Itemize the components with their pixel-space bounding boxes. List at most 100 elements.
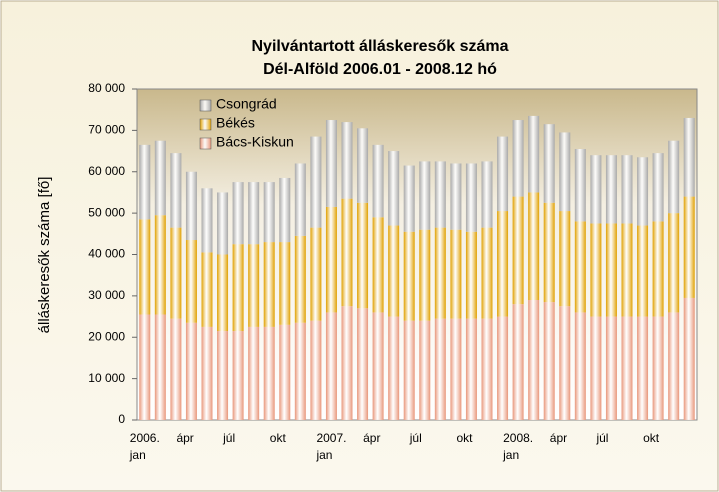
bar-segment (450, 229, 462, 319)
legend-label: Békés (216, 115, 255, 131)
bar-segment (683, 117, 695, 197)
y-tick-label: 60 000 (88, 164, 125, 178)
legend-label: Bács-Kiskun (216, 134, 294, 150)
bar-segment (512, 120, 524, 197)
x-tick-label: júl (223, 431, 236, 445)
bar-segment (201, 252, 213, 327)
bar-segment (232, 182, 244, 245)
bar-segment (668, 140, 680, 214)
chart-subtitle: Dél-Alföld 2006.01 - 2008.12 hó (263, 61, 497, 78)
bar-segment (170, 227, 182, 319)
bar-segment (574, 312, 586, 420)
bar-segment (434, 161, 446, 228)
plot-area (136, 88, 698, 421)
bar-segment (154, 140, 166, 216)
bar-segment (341, 122, 353, 199)
bar-segment (139, 144, 151, 220)
y-tick-label: 70 000 (88, 123, 125, 137)
x-tick-label: ápr (176, 431, 194, 445)
bar-segment (559, 132, 571, 212)
bar-segment (279, 242, 291, 325)
x-tick-label: júl (596, 431, 609, 445)
bar-segment (528, 192, 540, 301)
x-tick-label: okt (456, 431, 473, 445)
bar-segment (263, 326, 275, 420)
y-tick-label: 50 000 (88, 205, 125, 219)
bar-segment (621, 223, 633, 317)
bar-segment (590, 316, 602, 420)
bar-segment (450, 318, 462, 420)
bar-segment (217, 331, 229, 420)
bar-segment (683, 196, 695, 298)
bar-segment (201, 326, 213, 420)
bar-segment (170, 318, 182, 420)
bar-segment (403, 231, 415, 321)
bar-segment (372, 312, 384, 420)
bar-segment (357, 128, 369, 203)
bar-segment (388, 151, 400, 226)
y-tick-label: 0 (118, 412, 125, 426)
bar-segment (232, 331, 244, 420)
bar-segment (217, 192, 229, 255)
bar-segment (590, 223, 602, 317)
bar-segment (325, 312, 337, 420)
bar-segment (139, 314, 151, 420)
bar-segment (419, 229, 431, 321)
bar-segment (465, 231, 477, 319)
bar-segment (668, 312, 680, 420)
bar-segment (419, 161, 431, 230)
bar-segment (232, 244, 244, 332)
bar-segment (201, 188, 213, 253)
y-tick-label: 40 000 (88, 247, 125, 261)
bar-segment (294, 322, 306, 420)
bar-segment (388, 316, 400, 420)
legend-label: Csongrád (216, 96, 277, 112)
bar-segment (528, 300, 540, 420)
bar-segment (341, 306, 353, 420)
bar-segment (372, 144, 384, 218)
bar-segment (512, 196, 524, 305)
x-tick-label: 2008. jan (503, 431, 534, 462)
bar-segment (574, 148, 586, 222)
bar-segment (637, 316, 649, 420)
bar-segment (605, 155, 617, 224)
y-tick-label: 30 000 (88, 288, 125, 302)
y-axis-label: álláskeresők száma [fő] (36, 177, 53, 334)
bar-segment (419, 320, 431, 420)
bar-segment (621, 155, 633, 224)
bar-segment (590, 155, 602, 224)
bar-segment (403, 320, 415, 420)
bar-segment (668, 213, 680, 313)
bar-segment (154, 314, 166, 420)
bar-segment (543, 302, 555, 420)
legend-swatch (199, 118, 212, 131)
bar-segment (637, 157, 649, 226)
bar-segment (185, 240, 197, 323)
bar-segment (403, 165, 415, 232)
chart-title: Nyilvántartott álláskeresők száma (251, 38, 508, 55)
bar-segment (279, 177, 291, 243)
bar-segment (683, 297, 695, 420)
bar-segment (325, 120, 337, 207)
bar-segment (294, 235, 306, 323)
bar-segment (481, 227, 493, 319)
x-tick-label: okt (643, 431, 660, 445)
bar-segment (341, 198, 353, 307)
y-tick-label: 20 000 (88, 329, 125, 343)
bar-segment (263, 182, 275, 243)
x-tick-label: ápr (363, 431, 381, 445)
bar-segment (465, 163, 477, 232)
bar-segment (388, 225, 400, 317)
bar-segment (605, 316, 617, 420)
bar-segment (543, 202, 555, 303)
x-tick-label: júl (409, 431, 422, 445)
bar-segment (434, 227, 446, 319)
bar-segment (497, 316, 509, 420)
bar-segment (279, 324, 291, 420)
bar-segment (325, 206, 337, 313)
bar-segment (294, 163, 306, 236)
bar-segment (357, 202, 369, 309)
legend-swatch (199, 137, 212, 150)
x-tick-label: ápr (549, 431, 568, 445)
